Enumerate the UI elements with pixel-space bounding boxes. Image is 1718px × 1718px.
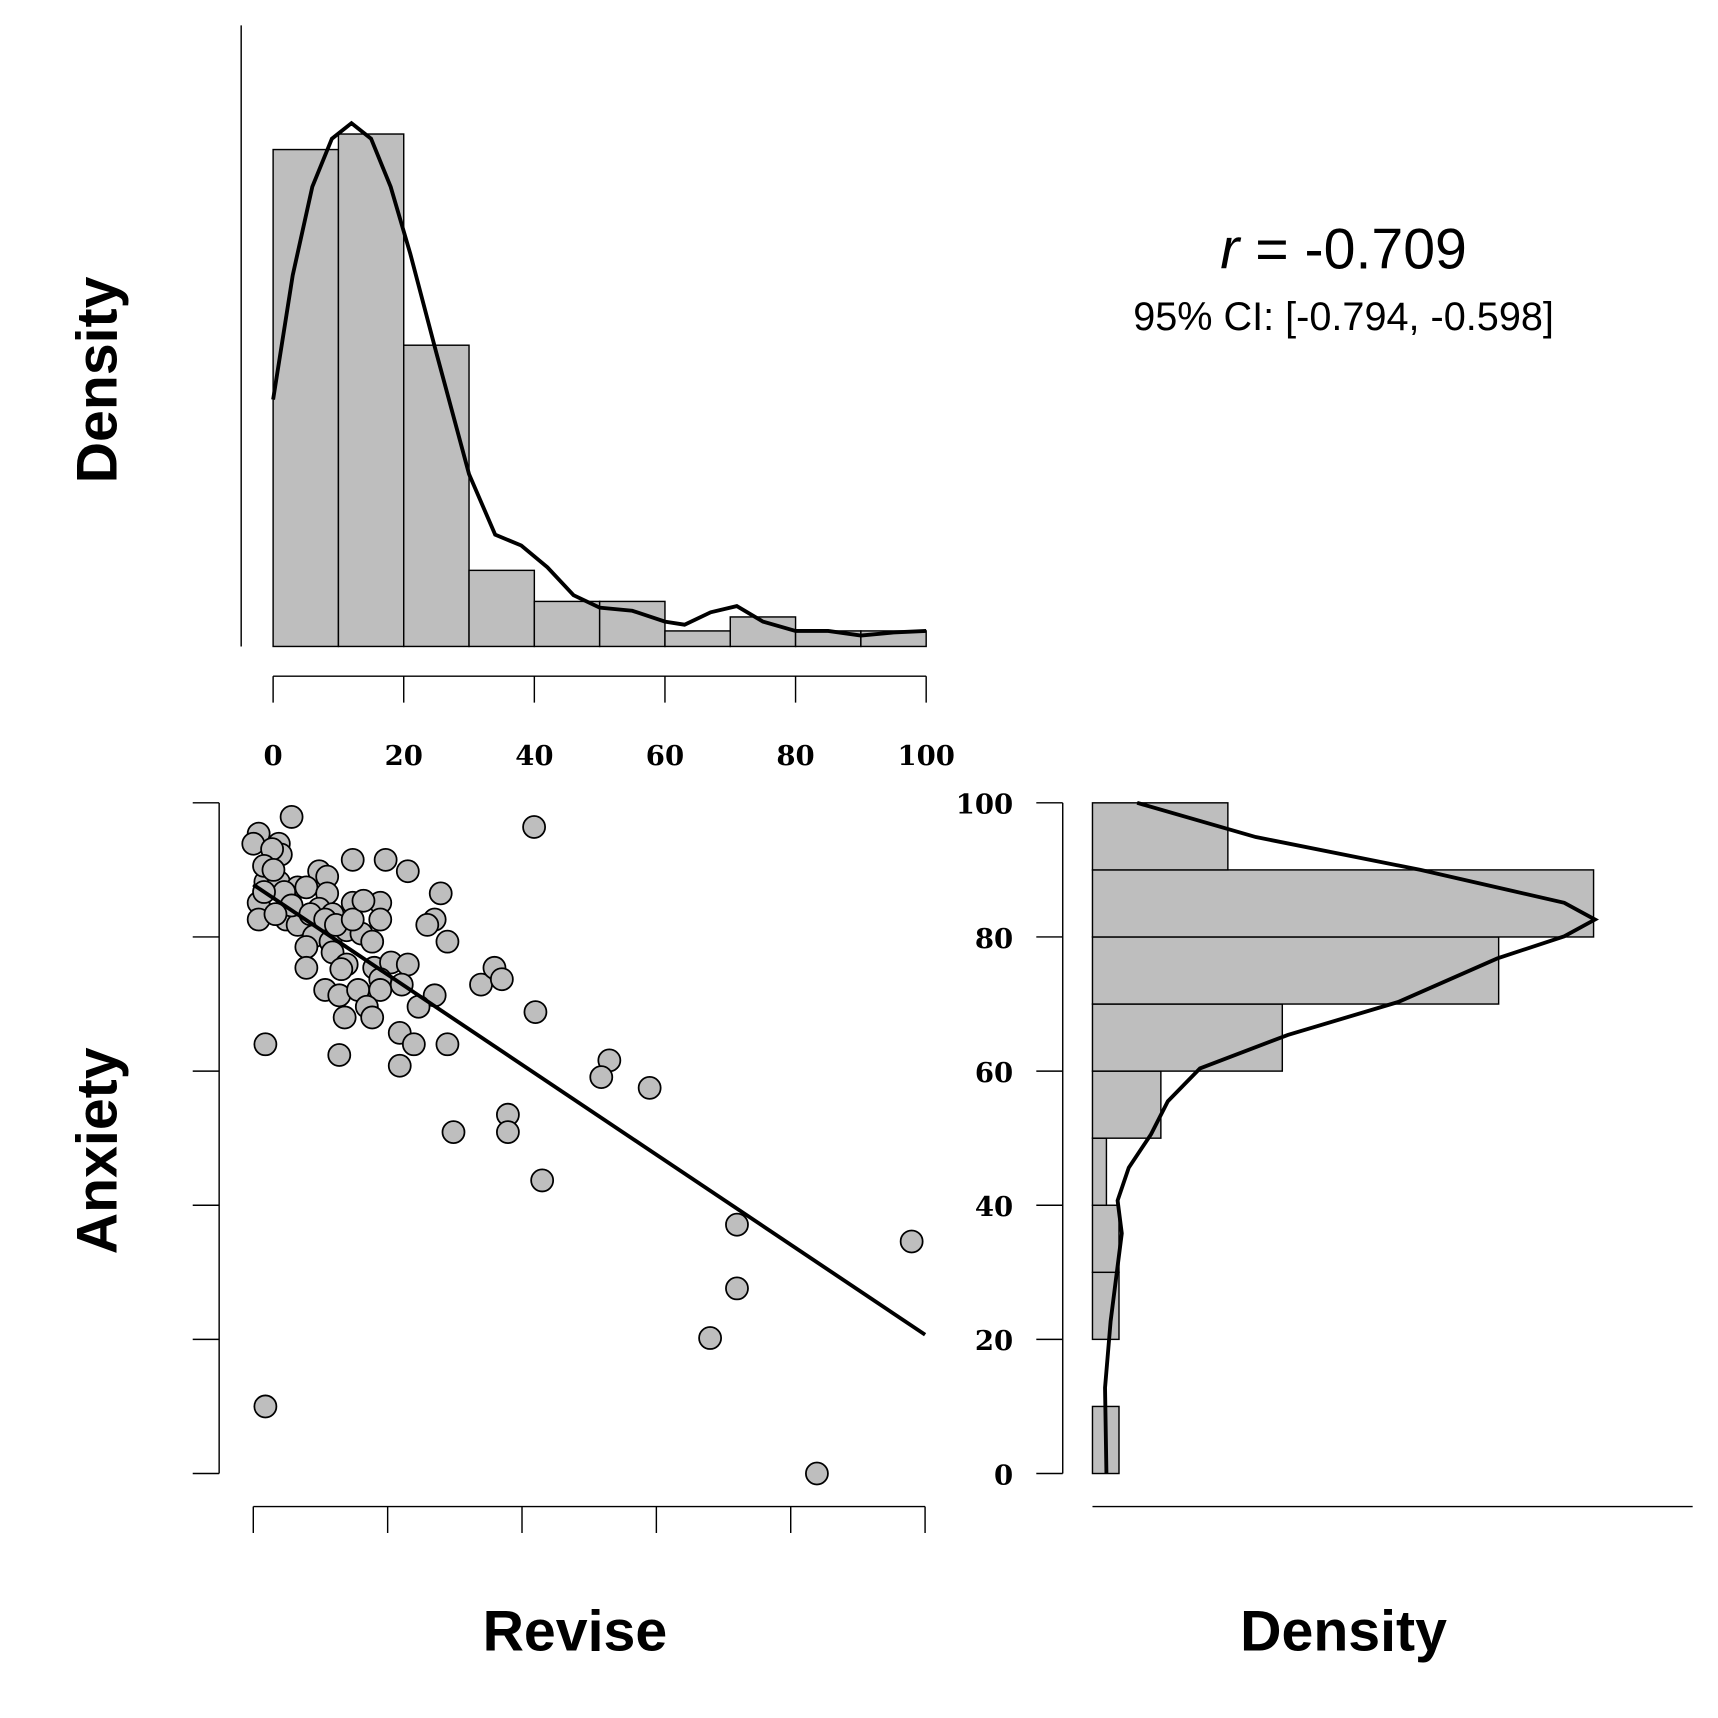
right-x-title: Density (1240, 1600, 1447, 1664)
r-symbol: r (1220, 217, 1241, 281)
histogram-bar (468, 569, 536, 648)
histogram-bar (533, 600, 601, 648)
scatter-point (294, 875, 319, 900)
y-tick-label: 60 (975, 1057, 1013, 1089)
y-tick-label: 0 (994, 1459, 1013, 1491)
scatter-point (899, 1229, 924, 1254)
y-tick-label: 20 (975, 1325, 1013, 1357)
x-tick-label: 20 (385, 740, 423, 772)
scatter-point (428, 881, 453, 906)
scatter-point (368, 907, 393, 932)
scatter-point (435, 1032, 460, 1057)
scatter-point (589, 1065, 614, 1090)
scatter-point (332, 1005, 357, 1030)
scatter-point (522, 815, 546, 839)
correlation: r = -0.709 (1220, 217, 1467, 281)
scatter-point (368, 978, 393, 1002)
scatter-point (294, 955, 319, 980)
x-tick-label: 80 (776, 740, 814, 772)
confidence-interval: 95% CI: [-0.794, -0.598] (1133, 295, 1554, 339)
histogram-bar (1091, 1137, 1108, 1206)
y-tick-label: 40 (975, 1191, 1013, 1223)
scatter-point (415, 913, 440, 937)
scatter-point (395, 859, 420, 884)
scatter-point (360, 1005, 385, 1030)
histogram-bar (272, 148, 340, 648)
scatter-point (489, 967, 514, 992)
scatter-point (373, 847, 398, 872)
density-curve (1103, 800, 1599, 1474)
scatter-point (261, 858, 286, 882)
scatter-point (698, 1326, 723, 1350)
scatter-x-title: Revise (483, 1600, 668, 1664)
histogram-bar (337, 133, 405, 648)
scatter-point (340, 847, 365, 872)
scatter-point (360, 929, 385, 954)
x-tick-label: 60 (646, 740, 684, 772)
histogram-bar (1091, 802, 1229, 871)
x-tick-label: 100 (897, 740, 954, 772)
y-tick-label: 80 (975, 923, 1013, 955)
histogram-bar (729, 616, 797, 648)
scatter-point (496, 1120, 520, 1145)
r-value: = -0.709 (1255, 217, 1467, 281)
scatter-point (294, 935, 319, 959)
scatter-point (340, 907, 365, 932)
histogram-bar (1091, 1070, 1162, 1139)
regression-line (252, 883, 927, 1337)
scatter-point (327, 1043, 352, 1067)
scatter-point (279, 805, 304, 829)
scatter-point (435, 929, 460, 954)
histogram-bar (1091, 1003, 1284, 1072)
scatter-point (725, 1276, 749, 1301)
y-tick-label: 100 (956, 789, 1013, 821)
top-y-title: Density (65, 276, 129, 483)
scatter-point (253, 1394, 278, 1419)
scatter-point (395, 952, 420, 977)
scatter-point (263, 902, 288, 927)
scatter-point (329, 957, 354, 982)
density-curve (271, 120, 927, 638)
scatter-point (401, 1032, 426, 1057)
histogram-bar (1091, 1204, 1120, 1274)
scatter-y-title: Anxiety (65, 1047, 129, 1254)
scatter-point (725, 1212, 749, 1237)
scatter-point (351, 888, 376, 913)
scatter-point (530, 1168, 555, 1193)
scatter-point (637, 1075, 662, 1100)
scatter-point (387, 1053, 412, 1078)
x-tick-label: 40 (515, 740, 553, 772)
histogram-bar (1091, 869, 1595, 938)
scatter-point (441, 1120, 466, 1145)
histogram-bar (403, 344, 470, 648)
scatter-point (523, 1000, 548, 1024)
scatter-point (253, 1032, 278, 1057)
histogram-bar (664, 630, 731, 648)
x-tick-label: 0 (264, 740, 283, 772)
scatter-point (805, 1461, 829, 1486)
histogram-bar (1091, 936, 1500, 1005)
